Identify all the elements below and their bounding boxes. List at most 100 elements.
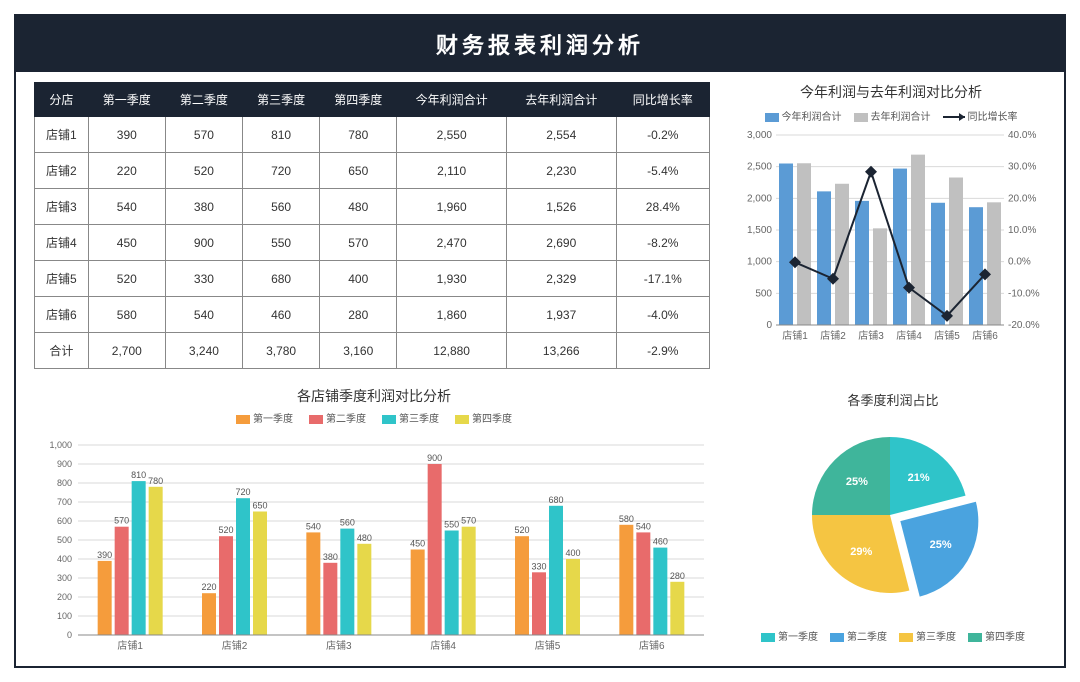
table-cell: 2,470 [397,225,507,261]
table-cell: -5.4% [616,153,709,189]
svg-text:540: 540 [306,521,321,531]
table-cell: 780 [320,117,397,153]
table-cell: 1,860 [397,297,507,333]
svg-text:-20.0%: -20.0% [1008,320,1040,331]
table-cell: 390 [88,117,165,153]
svg-text:400: 400 [565,548,580,558]
table-row: 合计2,7003,2403,7803,16012,88013,266-2.9% [35,333,710,369]
svg-text:店铺6: 店铺6 [972,329,998,342]
svg-text:200: 200 [57,592,72,602]
profit-table-container: 分店第一季度第二季度第三季度第四季度今年利润合计去年利润合计同比增长率店铺139… [34,82,710,380]
svg-text:220: 220 [201,582,216,592]
table-cell: 店铺3 [35,189,89,225]
svg-text:280: 280 [670,571,685,581]
table-cell: 店铺5 [35,261,89,297]
table-cell: 2,110 [397,153,507,189]
svg-text:店铺4: 店铺4 [430,639,456,652]
svg-text:570: 570 [114,516,129,526]
table-cell: -4.0% [616,297,709,333]
table-cell: 900 [165,225,242,261]
table-cell: -8.2% [616,225,709,261]
quarterly-bar-title: 各店铺季度利润对比分析 [34,386,714,406]
svg-text:500: 500 [57,535,72,545]
table-row: 店铺22205207206502,1102,230-5.4% [35,153,710,189]
svg-text:10.0%: 10.0% [1008,225,1036,236]
table-header: 第二季度 [165,83,242,117]
table-header: 第一季度 [88,83,165,117]
combo-chart-legend: 今年利润合计去年利润合计同比增长率 [736,108,1046,123]
dashboard-frame: 财务报表利润分析 分店第一季度第二季度第三季度第四季度今年利润合计去年利润合计同… [14,14,1066,668]
table-cell: 280 [320,297,397,333]
table-row: 店铺44509005505702,4702,690-8.2% [35,225,710,261]
table-cell: 3,240 [165,333,242,369]
svg-text:390: 390 [97,550,112,560]
table-cell: 2,550 [397,117,507,153]
table-row: 店铺35403805604801,9601,52628.4% [35,189,710,225]
svg-text:21%: 21% [908,472,930,484]
profit-table: 分店第一季度第二季度第三季度第四季度今年利润合计去年利润合计同比增长率店铺139… [34,82,710,369]
svg-text:店铺2: 店铺2 [820,329,846,342]
table-cell: 330 [165,261,242,297]
pie-chart-legend: 第一季度第二季度第三季度第四季度 [740,628,1046,643]
quarterly-bar-legend: 第一季度第二季度第三季度第四季度 [34,410,714,425]
table-cell: 480 [320,189,397,225]
svg-text:500: 500 [755,288,772,299]
table-header: 今年利润合计 [397,83,507,117]
svg-text:1,000: 1,000 [49,440,72,450]
quarterly-bar-svg: 01002003004005006007008009001,0003905708… [34,429,714,659]
table-cell: 2,554 [506,117,616,153]
svg-text:540: 540 [636,521,651,531]
svg-text:520: 520 [514,525,529,535]
svg-text:店铺5: 店铺5 [535,639,561,652]
svg-text:560: 560 [340,518,355,528]
svg-text:480: 480 [357,533,372,543]
table-row: 店铺65805404602801,8601,937-4.0% [35,297,710,333]
svg-text:550: 550 [444,520,459,530]
table-cell: 680 [243,261,320,297]
svg-text:720: 720 [235,487,250,497]
table-cell: 1,937 [506,297,616,333]
svg-text:0: 0 [766,320,772,331]
table-cell: 810 [243,117,320,153]
svg-text:300: 300 [57,573,72,583]
svg-text:店铺4: 店铺4 [896,329,922,342]
table-row: 店铺13905708107802,5502,554-0.2% [35,117,710,153]
table-cell: 28.4% [616,189,709,225]
svg-text:570: 570 [461,516,476,526]
table-cell: 570 [320,225,397,261]
pie-chart-title: 各季度利润占比 [740,390,1046,409]
table-cell: 2,230 [506,153,616,189]
table-cell: 550 [243,225,320,261]
table-cell: 460 [243,297,320,333]
table-cell: 540 [165,297,242,333]
svg-text:810: 810 [131,470,146,480]
svg-text:20.0%: 20.0% [1008,193,1036,204]
table-cell: 1,526 [506,189,616,225]
table-cell: 560 [243,189,320,225]
table-header: 第四季度 [320,83,397,117]
svg-text:25%: 25% [846,476,868,488]
svg-text:40.0%: 40.0% [1008,130,1036,141]
svg-text:520: 520 [218,525,233,535]
content-area: 分店第一季度第二季度第三季度第四季度今年利润合计去年利润合计同比增长率店铺139… [16,66,1064,666]
table-cell: 2,329 [506,261,616,297]
table-cell: 1,960 [397,189,507,225]
svg-text:0: 0 [67,630,72,640]
table-cell: 1,930 [397,261,507,297]
table-cell: -17.1% [616,261,709,297]
table-row: 店铺55203306804001,9302,329-17.1% [35,261,710,297]
pie-chart: 各季度利润占比 21%25%29%25% 第一季度第二季度第三季度第四季度 [740,386,1046,666]
table-cell: -2.9% [616,333,709,369]
svg-text:0.0%: 0.0% [1008,257,1031,268]
table-cell: 400 [320,261,397,297]
svg-text:900: 900 [427,453,442,463]
table-cell: 店铺4 [35,225,89,261]
svg-text:330: 330 [531,561,546,571]
table-cell: 380 [165,189,242,225]
table-cell: 520 [165,153,242,189]
svg-text:460: 460 [653,537,668,547]
svg-text:700: 700 [57,497,72,507]
svg-text:25%: 25% [930,539,952,551]
svg-text:-10.0%: -10.0% [1008,288,1040,299]
table-cell: 店铺2 [35,153,89,189]
